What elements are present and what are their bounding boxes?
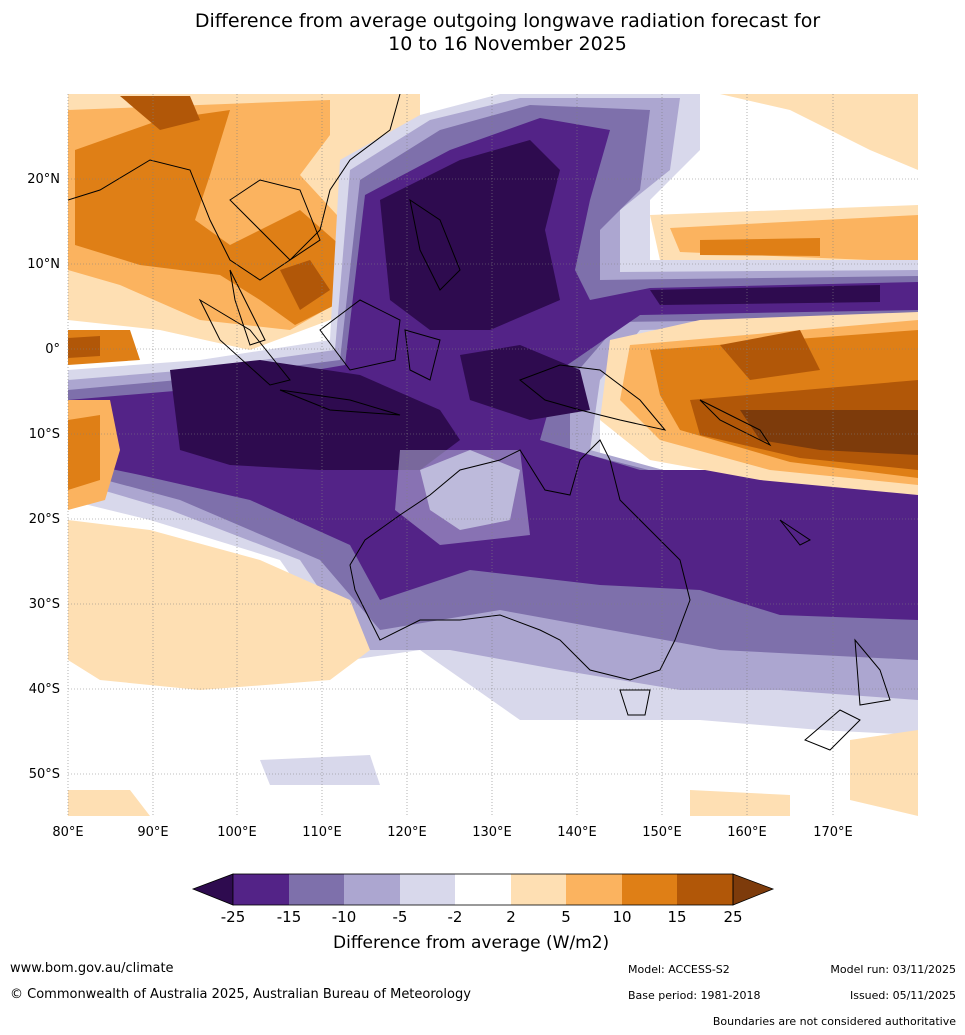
colorbar-tick: 10 bbox=[612, 908, 631, 926]
lat-label: 20°N bbox=[27, 172, 60, 187]
contour-asia-orange-3 bbox=[75, 110, 345, 325]
contour-purple-5d bbox=[650, 285, 880, 305]
colorbar-tick: -5 bbox=[393, 908, 408, 926]
colorbar-tick: -10 bbox=[332, 908, 357, 926]
colorbar-tick: -2 bbox=[448, 908, 463, 926]
coast-borneo bbox=[319, 299, 401, 371]
colorbar-high-arrow bbox=[732, 873, 775, 906]
coast-indochina bbox=[229, 179, 321, 261]
coast-asia bbox=[68, 94, 401, 281]
contour-wio-orange-2 bbox=[68, 415, 100, 490]
lat-label: 20°S bbox=[29, 512, 60, 527]
colorbar-tick: 2 bbox=[506, 908, 516, 926]
contour-npac-light bbox=[720, 94, 918, 170]
contour-asia-orange-5 bbox=[280, 260, 330, 310]
colorbar-swatch bbox=[289, 874, 344, 905]
contour-purple-5 bbox=[380, 140, 560, 330]
colorbar-tick: 15 bbox=[667, 908, 686, 926]
colorbar-tick: -25 bbox=[221, 908, 246, 926]
footer-website: www.bom.gov.au/climate bbox=[10, 961, 174, 976]
coast-philippines bbox=[409, 198, 461, 291]
contour-aus-light-2 bbox=[395, 450, 530, 545]
footer-copyright: © Commonwealth of Australia 2025, Austra… bbox=[10, 987, 471, 1002]
contour-purple-5b bbox=[170, 360, 460, 470]
footer-issued: Issued: 05/11/2025 bbox=[849, 989, 956, 1002]
colorbar-tick: 25 bbox=[723, 908, 742, 926]
lat-label: 30°S bbox=[29, 597, 60, 612]
coast-new-guinea bbox=[519, 364, 667, 431]
lon-label: 150°E bbox=[642, 825, 682, 840]
latitude-labels: 20°N 10°N 0° 10°S 20°S 30°S 40°S 50°S bbox=[27, 172, 60, 782]
lon-label: 80°E bbox=[52, 825, 83, 840]
colorbar-swatch bbox=[400, 874, 455, 905]
gridlines bbox=[67, 94, 918, 816]
footer-disclaimer: Boundaries are not considered authoritat… bbox=[712, 1015, 956, 1028]
contour-sio-light-2 bbox=[68, 790, 150, 816]
lon-label: 170°E bbox=[813, 825, 853, 840]
lat-label: 0° bbox=[45, 342, 60, 357]
lat-label: 10°N bbox=[27, 257, 60, 272]
footer-model: Model: ACCESS-S2 bbox=[628, 963, 730, 976]
coast-new-caledonia bbox=[779, 519, 811, 546]
colorbar-swatch bbox=[677, 874, 733, 905]
footer-model-run: Model run: 03/11/2025 bbox=[830, 963, 956, 976]
contour-south-purple bbox=[260, 755, 380, 785]
contour-purple-5c bbox=[460, 345, 590, 420]
colorbar-swatch bbox=[566, 874, 622, 905]
colorbar-swatch bbox=[344, 874, 400, 905]
colorbar-swatch bbox=[622, 874, 677, 905]
lon-label: 140°E bbox=[557, 825, 597, 840]
longitude-labels: 80°E 90°E 100°E 110°E 120°E 130°E 140°E … bbox=[52, 825, 852, 840]
contour-south-light bbox=[690, 790, 790, 816]
lat-label: 10°S bbox=[29, 427, 60, 442]
coast-solomons bbox=[699, 399, 772, 447]
colorbar-ticks: -25 -15 -10 -5 -2 2 5 10 15 25 bbox=[221, 908, 743, 926]
contour-npac-band-3 bbox=[700, 238, 820, 256]
contour-swpac-orange-5 bbox=[740, 410, 918, 455]
lon-label: 90°E bbox=[137, 825, 168, 840]
contour-sio-light bbox=[68, 520, 370, 690]
contour-asia-orange-4 bbox=[120, 96, 200, 130]
coast-nz-north bbox=[854, 638, 891, 706]
coast-sulawesi bbox=[404, 329, 441, 381]
coast-australia bbox=[349, 439, 691, 681]
lat-label: 50°S bbox=[29, 767, 60, 782]
colorbar-tick: -15 bbox=[277, 908, 302, 926]
lon-label: 120°E bbox=[387, 825, 427, 840]
coast-nz-south bbox=[804, 709, 861, 751]
colorbar-low-arrow bbox=[191, 873, 234, 906]
contour-tasman-light bbox=[850, 730, 918, 816]
coastlines bbox=[68, 94, 891, 751]
anomaly-field bbox=[68, 94, 918, 816]
lon-label: 100°E bbox=[217, 825, 257, 840]
contour-swpac-orange-4 bbox=[720, 330, 820, 380]
colorbar-swatch bbox=[233, 874, 289, 905]
title-line-2: 10 to 16 November 2025 bbox=[388, 33, 627, 55]
coast-tasmania bbox=[619, 689, 651, 716]
chart-title: Difference from average outgoing longwav… bbox=[0, 10, 965, 56]
colorbar-tick: 5 bbox=[561, 908, 571, 926]
lon-label: 110°E bbox=[302, 825, 342, 840]
lon-label: 130°E bbox=[472, 825, 512, 840]
coast-java bbox=[279, 389, 401, 416]
lat-label: 40°S bbox=[29, 682, 60, 697]
colorbar-label: Difference from average (W/m2) bbox=[333, 933, 610, 953]
contour-eq-orange-2 bbox=[68, 336, 100, 358]
footer-base-period: Base period: 1981-2018 bbox=[628, 989, 761, 1002]
colorbar bbox=[191, 873, 775, 906]
colorbar-swatch bbox=[511, 874, 566, 905]
coast-malay bbox=[229, 269, 266, 346]
lon-label: 160°E bbox=[727, 825, 767, 840]
coast-sumatra bbox=[198, 298, 291, 386]
title-line-1: Difference from average outgoing longwav… bbox=[194, 10, 821, 32]
colorbar-swatch bbox=[455, 874, 511, 905]
